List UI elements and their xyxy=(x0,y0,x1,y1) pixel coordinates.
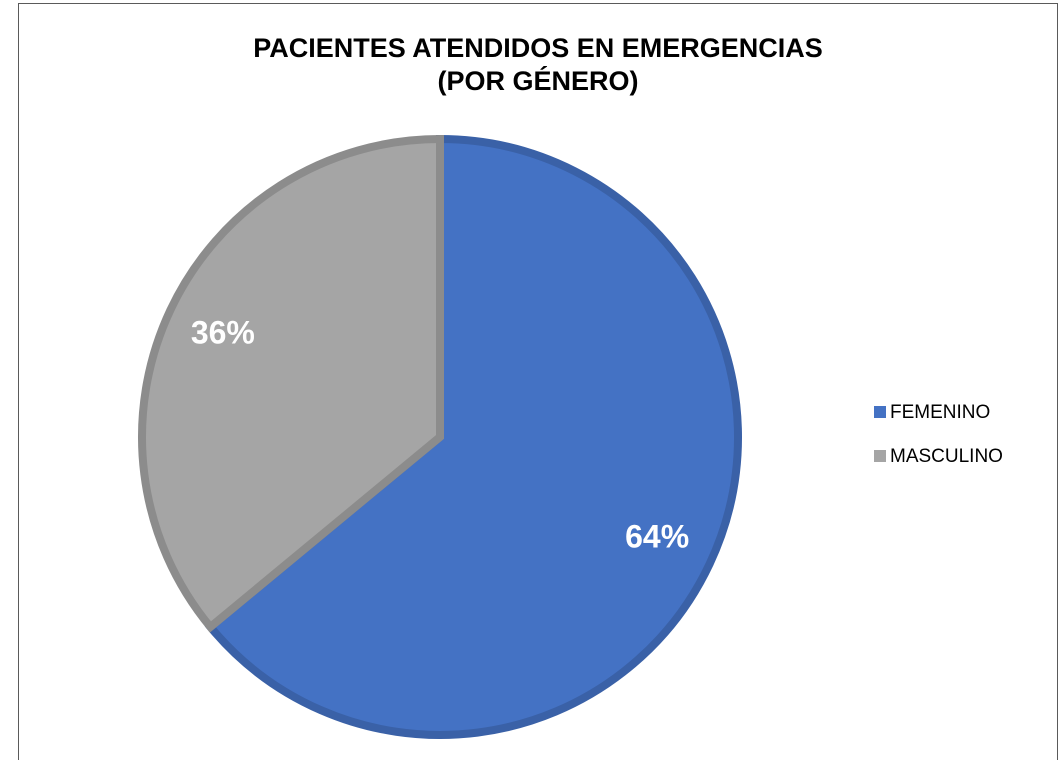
legend-label: FEMENINO xyxy=(890,402,990,423)
pie-slice xyxy=(204,134,742,739)
legend-label: MASCULINO xyxy=(890,446,1003,467)
chart-title: PACIENTES ATENDIDOS EN EMERGENCIAS xyxy=(253,33,823,63)
legend-swatch xyxy=(874,406,886,418)
data-label: 36% xyxy=(191,314,255,350)
chart-title: (POR GÉNERO) xyxy=(437,65,638,96)
data-label: 64% xyxy=(625,519,689,555)
pie-slice xyxy=(138,134,444,633)
legend-swatch xyxy=(874,450,886,462)
